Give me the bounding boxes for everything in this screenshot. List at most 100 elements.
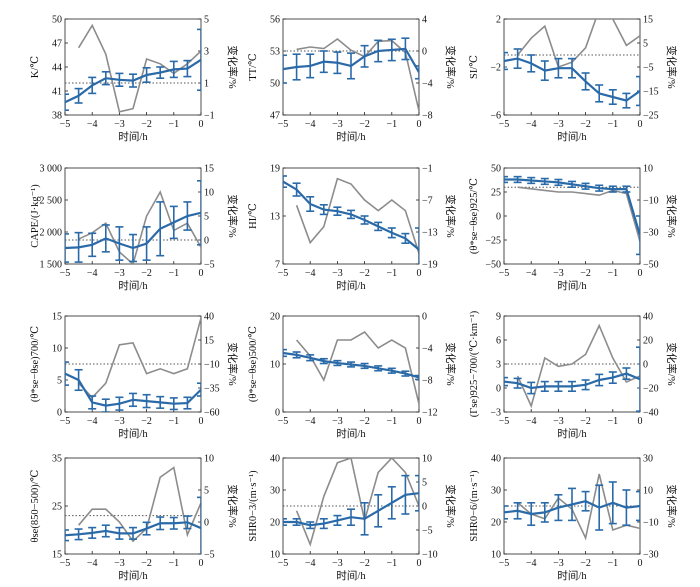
error-bar xyxy=(183,396,192,410)
y-tick-label: 20 xyxy=(270,312,280,323)
error-bar xyxy=(387,367,396,374)
y2-tick-label: −30 xyxy=(643,228,659,239)
chart-panel: −5 −4 −3 −2 −1 0152535−50510时间/hθse(850−500)/… xyxy=(30,454,239,583)
x-tick-label: 0 xyxy=(417,558,422,569)
change-rate-line xyxy=(77,466,201,543)
y-tick-label: 10 xyxy=(270,360,280,371)
error-bar xyxy=(101,398,110,412)
error-bar xyxy=(74,368,83,392)
error-bar xyxy=(622,185,631,193)
y2-tick-label: −40 xyxy=(643,408,659,419)
error-bar xyxy=(142,393,151,409)
change-rate-line xyxy=(516,19,640,69)
error-bar xyxy=(292,53,301,81)
error-bar xyxy=(197,28,201,91)
x-tick-label: −2 xyxy=(141,268,152,279)
error-bar xyxy=(527,501,536,527)
y-tick-label: 9 xyxy=(496,312,501,323)
x-tick-label: −2 xyxy=(141,119,152,130)
error-bar xyxy=(401,370,410,377)
y-tick-label: 0 xyxy=(57,408,62,419)
x-tick-label: −5 xyxy=(278,416,289,427)
error-bar xyxy=(88,232,97,258)
change-rate-line xyxy=(516,323,640,409)
y2-axis-label: 变化率/% xyxy=(665,194,678,237)
y-tick-label: 6 xyxy=(496,336,501,347)
error-bar xyxy=(333,359,342,367)
y2-tick-label: −1 xyxy=(422,164,433,175)
x-tick-label: −5 xyxy=(499,416,510,427)
error-bar xyxy=(540,501,549,523)
y-tick-label: −25 xyxy=(485,236,501,247)
error-bar xyxy=(115,526,124,540)
y2-tick-label: 5 xyxy=(204,486,209,497)
x-tick-label: −3 xyxy=(553,268,564,279)
error-bar xyxy=(554,178,563,187)
error-bar xyxy=(333,206,342,216)
error-bar xyxy=(142,67,151,83)
error-bar xyxy=(169,397,178,411)
error-bar xyxy=(115,72,124,87)
y2-tick-label: −4 xyxy=(422,79,433,90)
y2-axis-label: 变化率/% xyxy=(226,194,239,237)
y-tick-label: 10 xyxy=(52,344,62,355)
y2-axis-label: 变化率/% xyxy=(444,342,457,385)
y-tick-label: 0 xyxy=(496,384,501,395)
y-axis-label: CAPE/(J·kg⁻¹) xyxy=(30,184,41,248)
y2-axis-label: 变化率/% xyxy=(444,484,457,527)
y2-tick-label: 10 xyxy=(422,454,432,465)
change-rate-line xyxy=(78,190,201,264)
y-tick-label: 40 xyxy=(270,454,280,465)
y-axis-label: (θ*se−θse)500/℃ xyxy=(248,326,259,402)
error-bar xyxy=(292,517,301,527)
y-tick-label: 3 000 xyxy=(40,164,63,175)
error-bar xyxy=(74,87,83,104)
error-bar xyxy=(415,227,419,264)
error-bar xyxy=(65,361,69,386)
x-tick-label: −5 xyxy=(499,268,510,279)
error-bar xyxy=(608,185,617,193)
error-bar xyxy=(101,524,110,538)
x-tick-label: −1 xyxy=(386,268,397,279)
y2-tick-label: 10 xyxy=(204,188,214,199)
error-bar xyxy=(636,75,640,107)
error-bar xyxy=(169,205,178,240)
y2-tick-label: −15 xyxy=(643,87,659,98)
error-bar xyxy=(401,232,410,244)
y-tick-label: 56 xyxy=(270,15,280,26)
y-axis-label: (θ*se−θse)925/℃ xyxy=(469,178,480,254)
error-bar xyxy=(306,354,315,362)
y2-tick-label: −60 xyxy=(204,408,220,419)
error-bar xyxy=(169,516,178,530)
error-bar xyxy=(360,501,369,536)
y2-tick-label: −10 xyxy=(204,360,220,371)
error-bar xyxy=(401,474,410,515)
x-tick-label: −3 xyxy=(332,119,343,130)
y-tick-label: 15 xyxy=(52,312,62,323)
error-bar xyxy=(527,54,536,73)
x-tick-label: −5 xyxy=(60,119,71,130)
y2-axis-label: 变化率/% xyxy=(665,484,678,527)
y-tick-label: 19 xyxy=(270,164,280,175)
x-tick-label: 0 xyxy=(199,119,204,130)
error-bar xyxy=(387,485,396,520)
change-rate-line xyxy=(78,317,201,399)
x-tick-label: −1 xyxy=(386,119,397,130)
error-bar xyxy=(374,39,383,63)
error-bar xyxy=(169,60,178,79)
error-bar xyxy=(65,529,69,542)
error-bar xyxy=(115,226,124,261)
error-bar xyxy=(101,224,110,253)
error-bar xyxy=(306,196,315,212)
error-bar xyxy=(554,380,563,393)
error-bar xyxy=(374,493,383,528)
x-tick-label: −1 xyxy=(168,558,179,569)
error-bar xyxy=(88,526,97,539)
error-bar xyxy=(88,76,97,95)
y-tick-label: 0 xyxy=(275,408,280,419)
x-axis-label: 时间/h xyxy=(336,130,366,143)
y-tick-label: −3 xyxy=(490,408,501,419)
plot-frame xyxy=(64,18,202,116)
chart-panel: −5 −4 −3 −2 −1 0051015−60−35−101540时间/h(θ*se−… xyxy=(30,312,239,441)
